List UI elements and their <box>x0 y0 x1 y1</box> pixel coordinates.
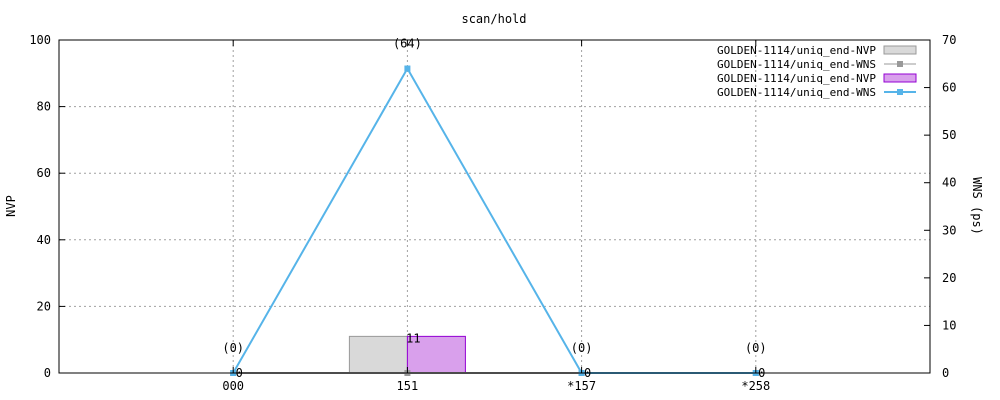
x-tick-label: *258 <box>741 379 770 393</box>
y-tick-label: 60 <box>37 166 51 180</box>
legend-label: GOLDEN-1114/uniq_end-NVP <box>717 44 876 57</box>
y-tick-label: 20 <box>37 299 51 313</box>
axes: 0 20 40 60 80 100 0 10 20 30 40 50 60 70 000 151 *157 *25… <box>29 33 956 393</box>
y2-tick-label: 60 <box>942 81 956 95</box>
series-line <box>232 66 756 374</box>
x-tick-label: 000 <box>222 379 244 393</box>
legend-marker <box>897 89 903 95</box>
y-tick-label: 80 <box>37 100 51 114</box>
line-data-label: (0) <box>222 341 244 355</box>
y-tick-label: 0 <box>44 366 51 380</box>
chart-title: scan/hold <box>461 12 526 26</box>
y-tick-label: 100 <box>29 33 51 47</box>
y2-tick-label: 40 <box>942 176 956 190</box>
legend-label: GOLDEN-1114/uniq_end-WNS <box>717 86 876 99</box>
bar <box>406 335 466 374</box>
legend: GOLDEN-1114/uniq_end-NVPGOLDEN-1114/uniq… <box>717 44 917 99</box>
x-tick-label: *157 <box>567 379 596 393</box>
line-data-label: (0) <box>571 341 593 355</box>
bars <box>348 335 466 374</box>
legend-swatch <box>883 45 917 55</box>
y2-tick-label: 30 <box>942 223 956 237</box>
y2-axis-label: WNS (ps) <box>970 177 984 235</box>
line-data-label: (0) <box>745 341 767 355</box>
y2-tick-label: 70 <box>942 33 956 47</box>
bar <box>348 335 408 374</box>
y2-tick-label: 0 <box>942 366 949 380</box>
line-point <box>404 65 411 72</box>
x-tick-label: 151 <box>397 379 419 393</box>
y2-tick-label: 50 <box>942 128 956 142</box>
y-tick-label: 40 <box>37 233 51 247</box>
legend-marker <box>897 61 903 67</box>
y-axis-label: NVP <box>4 195 18 217</box>
legend-swatch <box>883 73 917 83</box>
bar-data-label: 11 <box>406 331 420 345</box>
grid <box>59 40 930 373</box>
y2-tick-label: 10 <box>942 318 956 332</box>
lines <box>230 65 759 376</box>
legend-label: GOLDEN-1114/uniq_end-NVP <box>717 72 876 85</box>
plot-frame <box>58 39 931 374</box>
y2-tick-label: 20 <box>942 271 956 285</box>
legend-label: GOLDEN-1114/uniq_end-WNS <box>717 58 876 71</box>
